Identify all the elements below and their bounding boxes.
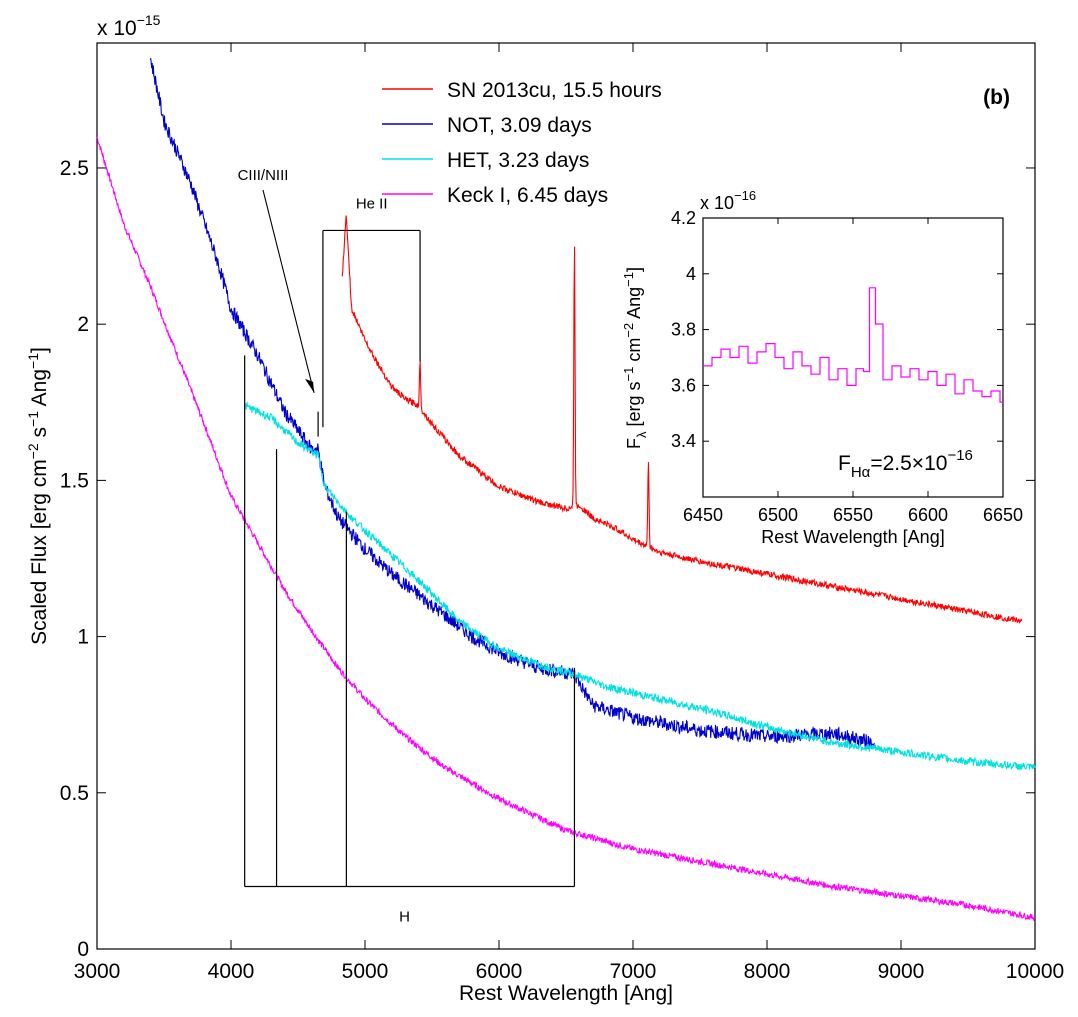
inset-x-tick-label: 6550 — [833, 505, 873, 525]
x-tick-label: 4000 — [208, 960, 255, 983]
ciii-label: CIII/NIII — [238, 167, 289, 184]
main-plot-frame — [96, 42, 1036, 950]
x-tick-label: 3000 — [74, 960, 121, 983]
y-multiplier: x 10−15 — [97, 12, 161, 40]
y-multiplier-base: x 10 — [97, 17, 137, 40]
x-tick-label: 5000 — [342, 960, 389, 983]
series-line-het — [243, 401, 1036, 771]
legend-label-het: HET, 3.23 days — [447, 149, 589, 172]
x-tick-label: 6000 — [476, 960, 523, 983]
legend: SN 2013cu, 15.5 hours NOT, 3.09 days HET… — [382, 79, 662, 207]
x-tick-label: 10000 — [1006, 960, 1064, 983]
x-tick-label: 9000 — [878, 960, 925, 983]
inset-y-tick-label: 3.6 — [671, 375, 696, 395]
panel-label: (b) — [983, 86, 1010, 109]
y-tick-label: 0.5 — [60, 782, 89, 805]
inset-series-group — [703, 287, 1003, 403]
y-tick-label: 0 — [77, 938, 89, 961]
main-series-group — [96, 57, 1036, 921]
inset-x-tick-label: 6500 — [758, 505, 798, 525]
y-tick-label: 2.5 — [60, 157, 89, 180]
series-line-keck — [96, 136, 1036, 921]
ciii-arrow-head — [305, 378, 315, 393]
inset-series-line — [703, 287, 1003, 403]
legend-label-sn2013cu: SN 2013cu, 15.5 hours — [447, 79, 662, 102]
legend-label-keck: Keck I, 6.45 days — [447, 184, 608, 207]
y-multiplier-exp: −15 — [137, 12, 161, 28]
ciii-arrow-line — [262, 189, 315, 394]
inset-x-axis-label: Rest Wavelength [Ang] — [761, 527, 944, 547]
x-axis-label: Rest Wavelength [Ang] — [459, 982, 673, 1005]
h-label: H — [399, 909, 410, 926]
inset-x-tick-label: 6450 — [683, 505, 723, 525]
inset-y-tick-label: 3.8 — [671, 320, 696, 340]
y-tick-label: 2 — [77, 313, 89, 336]
inset-plot-frame — [702, 217, 1004, 498]
y-tick-label: 1 — [77, 626, 89, 649]
inset-y-tick-label: 4 — [686, 264, 696, 284]
y-tick-label: 1.5 — [60, 469, 89, 492]
series-line-sn2013cu — [341, 215, 1023, 624]
y-axis-label: Scaled Flux [erg cm−2 s−1 Ang−1] — [25, 347, 51, 645]
inset-y-tick-label: 3.4 — [671, 431, 696, 451]
inset-y-multiplier: x 10−16 — [700, 188, 756, 213]
inset-y-tick-label: 4.2 — [671, 208, 696, 228]
x-tick-label: 8000 — [744, 960, 791, 983]
inset-x-tick-label: 6600 — [908, 505, 948, 525]
heii-label: He II — [356, 195, 388, 212]
inset-x-tick-label: 6650 — [983, 505, 1023, 525]
x-tick-label: 7000 — [610, 960, 657, 983]
legend-label-not: NOT, 3.09 days — [447, 114, 592, 137]
